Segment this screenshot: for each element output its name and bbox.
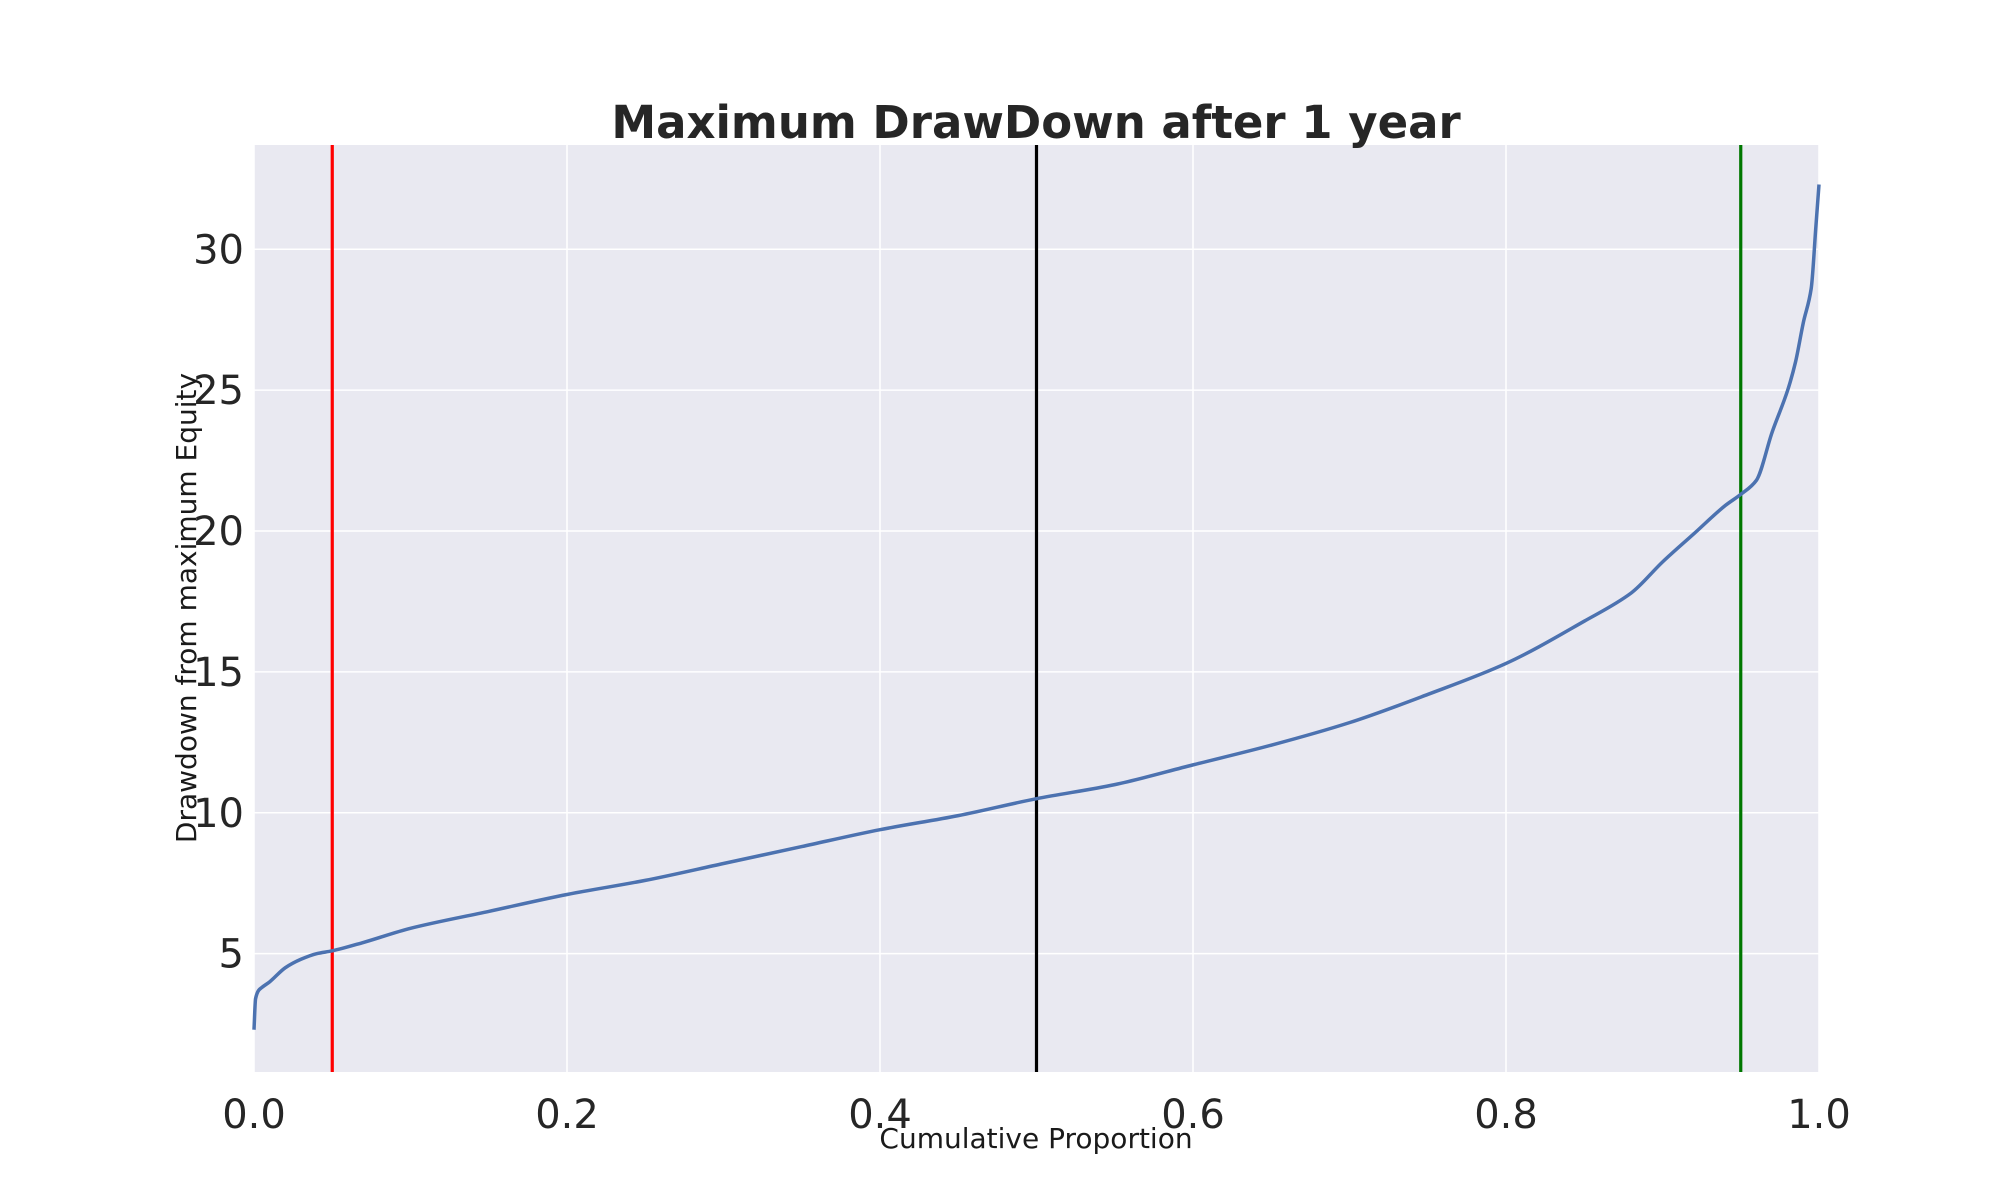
data-series [252, 184, 1821, 1030]
y-tick-label: 10 [193, 791, 244, 837]
reference-lines [330, 145, 1743, 1072]
x-tick-label: 0.8 [1474, 1092, 1538, 1138]
y-axis-label: Drawdown from maximum Equity [170, 373, 203, 843]
x-tick-label: 0.6 [1161, 1092, 1225, 1138]
y-tick-labels: 5 10 15 20 25 30 [193, 227, 244, 977]
x-tick-label: 0.4 [848, 1092, 912, 1138]
x-axis-label: Cumulative Proportion [879, 1122, 1192, 1155]
y-tick-label: 25 [193, 368, 244, 414]
y-tick-label: 20 [193, 509, 244, 555]
y-tick-label: 15 [193, 650, 244, 696]
y-tick-label: 5 [219, 932, 244, 978]
chart-title: Maximum DrawDown after 1 year [611, 96, 1461, 149]
y-tick-label: 30 [193, 227, 244, 273]
series-line [252, 184, 1821, 1030]
x-tick-label: 0.2 [535, 1092, 599, 1138]
x-tick-labels: 0.0 0.2 0.4 0.6 0.8 1.0 [222, 1092, 1851, 1138]
x-tick-label: 1.0 [1787, 1092, 1851, 1138]
x-tick-label: 0.0 [222, 1092, 286, 1138]
